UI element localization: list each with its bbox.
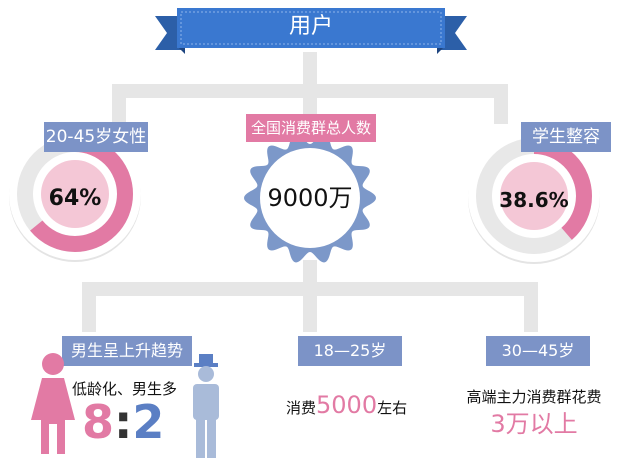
ratio-sep: : bbox=[114, 395, 133, 449]
center-label: 全国消费群总人数 bbox=[246, 114, 376, 142]
bottom-right-label: 30—45岁 bbox=[486, 336, 590, 366]
bottom-mid-spend: 消费5000左右 bbox=[286, 388, 407, 425]
bottom-left-label: 男生呈上升趋势 bbox=[62, 336, 192, 366]
ratio-b: 2 bbox=[132, 395, 165, 449]
ratio-a: 8 bbox=[82, 395, 115, 449]
female-figure-icon bbox=[31, 353, 75, 454]
bottom-mid-prefix: 消费 bbox=[286, 399, 317, 417]
left-ring-value: 64% bbox=[48, 186, 102, 211]
bottom-left-desc: 低龄化、男生多 bbox=[72, 380, 178, 398]
right-ring-inner-disc bbox=[500, 162, 568, 230]
ratio-value: 8:2 bbox=[82, 396, 164, 448]
center-badge-face bbox=[260, 148, 360, 248]
bottom-right-value: 3万以上 bbox=[490, 410, 578, 438]
bottom-mid-label: 18—25岁 bbox=[298, 336, 402, 366]
header-title: 用户 bbox=[288, 14, 333, 39]
header-banner bbox=[155, 8, 467, 54]
bottom-right-desc: 高端主力消费群花费 bbox=[466, 388, 602, 406]
left-ring-inner-disc bbox=[41, 160, 109, 228]
center-value: 9000万 bbox=[267, 184, 353, 212]
center-badge bbox=[244, 133, 376, 263]
left-ring-label: 20-45岁女性 bbox=[44, 122, 148, 152]
bottom-mid-suffix: 左右 bbox=[377, 399, 408, 417]
right-ring-label: 学生整容 bbox=[521, 122, 611, 152]
right-ring-value: 38.6% bbox=[499, 188, 569, 212]
male-figure-icon bbox=[193, 354, 219, 458]
bottom-mid-value: 5000 bbox=[316, 391, 378, 419]
